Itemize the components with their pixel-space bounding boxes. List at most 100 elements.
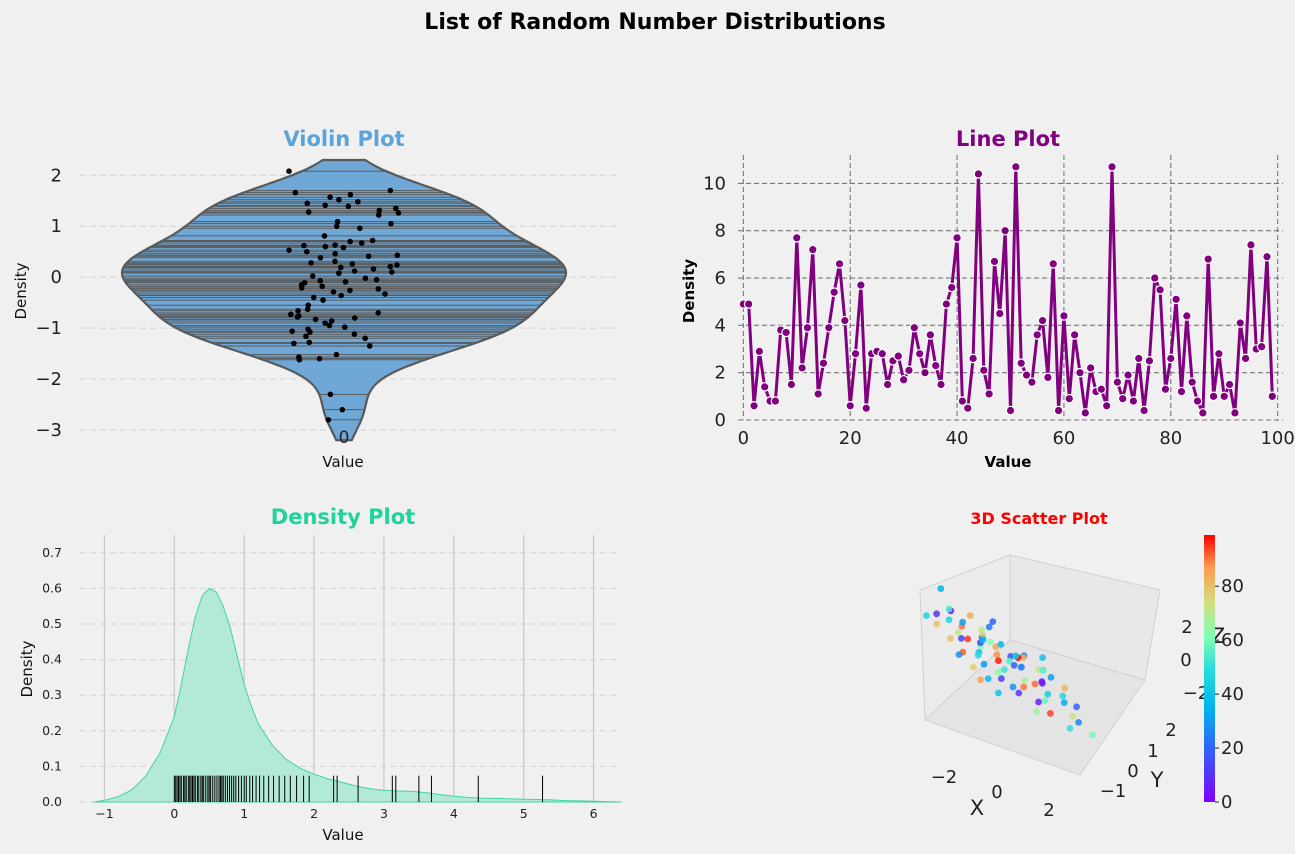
line-marker <box>882 379 893 390</box>
violin-y-tick: −2 <box>35 369 62 390</box>
violin-point <box>342 278 349 285</box>
line-marker <box>1267 391 1278 402</box>
line-marker <box>1075 367 1085 378</box>
line-marker <box>898 374 909 385</box>
violin-point <box>330 289 337 295</box>
violin-ylabel: Density <box>12 262 30 319</box>
line-marker <box>1059 311 1069 321</box>
line-x-tick: 40 <box>946 428 969 449</box>
line-y-tick: 6 <box>715 268 726 289</box>
density-x-tick: 4 <box>450 806 458 821</box>
violin-point <box>322 320 328 326</box>
violin-point <box>319 283 326 290</box>
line-marker <box>1203 254 1213 264</box>
scatter3d-point <box>933 620 941 628</box>
scatter3d-point <box>945 605 953 613</box>
line-marker <box>946 282 957 293</box>
scatter3d-point <box>989 618 997 625</box>
scatter3d-point <box>1018 663 1025 671</box>
line-y-tick: 4 <box>715 315 726 336</box>
violin-point <box>336 270 342 276</box>
violin-y-tick: 1 <box>51 216 62 237</box>
scatter3d-point <box>1006 657 1013 665</box>
scatter3d-point <box>954 629 962 636</box>
line-marker <box>1043 372 1053 383</box>
line-marker <box>1112 377 1123 387</box>
line-marker <box>893 351 904 361</box>
violin-point <box>370 266 377 272</box>
scatter3d-point <box>998 675 1005 682</box>
violin-title: Violin Plot <box>283 127 404 151</box>
violin-point <box>325 417 332 423</box>
line-marker <box>1096 384 1107 395</box>
violin-point <box>289 328 295 334</box>
line-marker <box>808 244 818 255</box>
density-area <box>93 587 622 803</box>
violin-point <box>340 244 347 251</box>
line-marker <box>791 233 802 243</box>
colorbar-tick-label: 40 <box>1221 684 1244 705</box>
violin-point <box>336 196 342 203</box>
colorbar-tick-label: 60 <box>1221 630 1244 651</box>
violin-point <box>309 273 316 279</box>
scatter3d-y-tick: 0 <box>1127 761 1138 782</box>
scatter3d-point <box>1015 689 1023 697</box>
density-x-tick: 2 <box>310 806 318 821</box>
violin-point <box>388 269 395 275</box>
density-ylabel: Density <box>18 640 36 697</box>
scatter3d-y-tick: −1 <box>1100 781 1127 802</box>
violin-point <box>317 277 323 284</box>
line-marker <box>914 348 925 359</box>
density-y-tick: 0.6 <box>42 580 62 595</box>
violin-point <box>305 302 312 308</box>
line-x-tick: 20 <box>839 428 862 449</box>
density-x-tick: 1 <box>240 806 248 821</box>
line-y-ticks: 0 2 4 6 8 10 <box>703 173 726 431</box>
violin-point <box>295 307 301 314</box>
violin-point <box>304 306 311 313</box>
scatter3d-y-tick: 1 <box>1147 741 1158 762</box>
violin-point <box>369 237 376 244</box>
density-y-tick: 0.3 <box>42 687 62 702</box>
line-marker <box>1000 225 1010 236</box>
scatter3d-z-tick: −2 <box>1183 683 1210 704</box>
line-x-tick: 100 <box>1260 428 1294 449</box>
scatter3d-point <box>1035 698 1042 706</box>
violin-point <box>366 343 373 349</box>
density-x-tick: 0 <box>170 806 178 821</box>
violin-point <box>387 263 394 270</box>
scatter3d-point <box>1061 684 1069 692</box>
scatter3d-point <box>959 618 966 626</box>
line-marker <box>1176 386 1187 397</box>
line-marker <box>1117 393 1128 404</box>
line-marker <box>1048 259 1059 269</box>
scatter3d-xlabel: X <box>970 796 984 820</box>
line-marker <box>824 322 834 333</box>
line-y-tick: 8 <box>715 221 726 242</box>
violin-point <box>349 261 356 267</box>
violin-point <box>305 209 312 215</box>
line-marker <box>813 389 823 399</box>
scatter3d-point <box>1073 703 1080 711</box>
scatter3d-point <box>995 657 1002 664</box>
scatter3d-point <box>1020 654 1027 661</box>
scatter3d-point <box>986 638 994 646</box>
violin-point <box>375 212 382 218</box>
violin-point <box>339 406 346 413</box>
scatter3d-z-tick: 2 <box>1181 617 1192 638</box>
colorbar-tick-label: 20 <box>1221 738 1244 759</box>
figure-suptitle: List of Random Number Distributions <box>424 10 885 35</box>
line-marker <box>754 346 765 357</box>
scatter3d-x-tick: 0 <box>991 782 1002 803</box>
line-marker <box>1021 370 1032 380</box>
line-marker <box>770 396 781 406</box>
line-marker <box>1032 330 1043 340</box>
scatter3d-x-tick: 2 <box>1043 800 1054 821</box>
line-marker <box>1230 408 1240 418</box>
line-marker <box>925 330 936 340</box>
violin-x-tick-0: 0 <box>339 428 350 448</box>
violin-y-tick: 0 <box>51 267 62 288</box>
density-x-tick: 5 <box>520 806 528 821</box>
line-marker <box>1027 377 1037 387</box>
line-marker <box>1064 393 1075 404</box>
